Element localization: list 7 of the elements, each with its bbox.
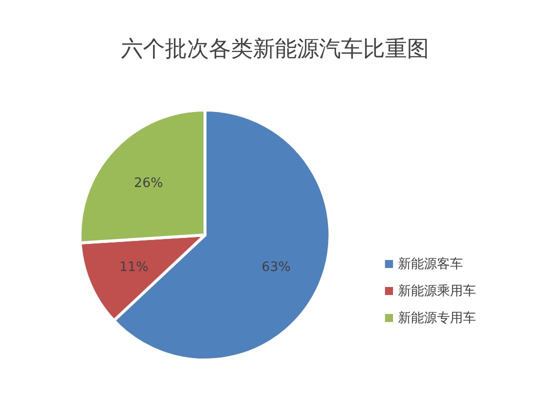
legend-label: 新能源乘用车 bbox=[398, 284, 476, 299]
data-label: 11% bbox=[119, 260, 148, 275]
data-label: 63% bbox=[262, 260, 291, 275]
chart-title: 六个批次各类新能源汽车比重图 bbox=[121, 37, 429, 62]
legend-label: 新能源专用车 bbox=[398, 311, 476, 326]
data-label: 26% bbox=[134, 176, 163, 191]
legend-label: 新能源客车 bbox=[398, 256, 463, 272]
